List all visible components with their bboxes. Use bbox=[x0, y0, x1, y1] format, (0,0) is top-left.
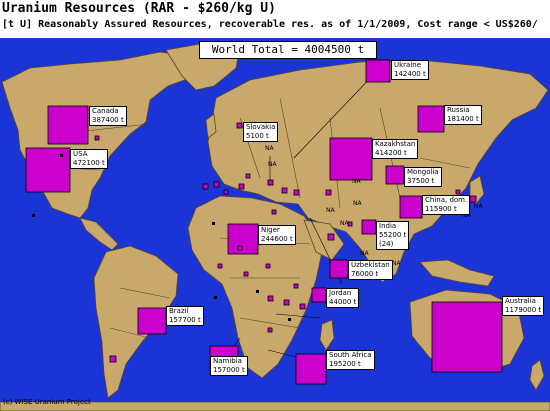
marker-slovakia bbox=[236, 122, 243, 129]
label-extra: (24) bbox=[379, 240, 394, 248]
marker-south-africa bbox=[295, 353, 327, 385]
label-value: 5100 t bbox=[246, 132, 269, 140]
marker-australia bbox=[431, 301, 503, 373]
label-slovakia: Slovakia 5100 t bbox=[243, 122, 279, 142]
label-value: 37500 t bbox=[407, 177, 435, 185]
marker-canada bbox=[47, 105, 89, 145]
label-value: 142400 t bbox=[394, 70, 426, 78]
na-label: NA bbox=[352, 178, 361, 185]
na-label: NA bbox=[392, 260, 401, 267]
na-label: NA bbox=[474, 203, 483, 210]
label-name: Mongolia bbox=[407, 168, 439, 176]
new-zealand bbox=[529, 359, 545, 391]
madagascar bbox=[319, 319, 335, 351]
label-name: USA bbox=[73, 150, 88, 158]
marker-russia bbox=[417, 105, 445, 133]
marker-niger bbox=[227, 223, 259, 255]
label-value: 1179000 t bbox=[505, 306, 542, 314]
marker-brazil bbox=[137, 307, 167, 335]
arabia bbox=[303, 219, 345, 261]
label-russia: Russia 181400 t bbox=[444, 105, 482, 125]
world-total: World Total = 4004500 t bbox=[199, 41, 377, 59]
marker-ukraine bbox=[365, 59, 391, 83]
label-value: 181400 t bbox=[447, 115, 479, 123]
marker-jordan bbox=[311, 287, 327, 303]
marker-uzbekistan bbox=[329, 259, 349, 279]
header: Uranium Resources (RAR - $260/kg U) [t U… bbox=[0, 0, 550, 38]
na-label: NA bbox=[340, 220, 349, 227]
label-name: Brazil bbox=[169, 307, 189, 315]
label-name: Uzbekistan bbox=[351, 261, 390, 269]
map-title: Uranium Resources (RAR - $260/kg U) bbox=[2, 1, 276, 16]
label-value: 195200 t bbox=[329, 360, 361, 368]
antarctica bbox=[0, 401, 550, 411]
label-value: 44000 t bbox=[329, 298, 357, 306]
label-brazil: Brazil 157700 t bbox=[166, 306, 204, 326]
label-value: 76000 t bbox=[351, 270, 379, 278]
label-name: China, dom. bbox=[425, 196, 468, 204]
leader-lines bbox=[213, 71, 377, 373]
label-name: South Africa bbox=[329, 351, 372, 359]
label-kazakhstan: Kazakhstan 414200 t bbox=[372, 139, 419, 159]
marker-mongolia bbox=[385, 165, 405, 185]
copyright: (c) WISE Uranium Project bbox=[3, 398, 91, 406]
label-name: Niger bbox=[261, 226, 280, 234]
label-china: China, dom. 115900 t bbox=[422, 195, 471, 215]
central-america bbox=[79, 217, 119, 251]
label-namibia: Namibia 157000 t bbox=[210, 356, 248, 376]
na-label: NA bbox=[268, 161, 277, 168]
label-value: 244600 t bbox=[261, 235, 293, 243]
label-canada: Canada 387400 t bbox=[89, 106, 127, 126]
label-jordan: Jordan 44000 t bbox=[326, 288, 360, 308]
label-india: India 55200 t (24) bbox=[376, 221, 410, 250]
label-ukraine: Ukraine 142400 t bbox=[391, 60, 429, 80]
label-value: 472100 t bbox=[73, 159, 105, 167]
na-label: NA bbox=[462, 212, 471, 219]
label-south-africa: South Africa 195200 t bbox=[326, 350, 375, 370]
map-subtitle: [t U] Reasonably Assured Resources, reco… bbox=[2, 19, 538, 30]
uk bbox=[205, 113, 217, 139]
label-value: 55200 t bbox=[379, 231, 407, 239]
label-name: Kazakhstan bbox=[375, 140, 416, 148]
label-name: Slovakia bbox=[246, 123, 276, 131]
label-value: 414200 t bbox=[375, 149, 407, 157]
label-name: Russia bbox=[447, 106, 470, 114]
label-uzbekistan: Uzbekistan 76000 t bbox=[348, 260, 393, 280]
label-australia: Australia 1179000 t bbox=[502, 296, 545, 316]
na-label: NA bbox=[326, 207, 335, 214]
label-name: Jordan bbox=[329, 289, 352, 297]
label-usa: USA 472100 t bbox=[70, 149, 108, 169]
label-name: Australia bbox=[505, 297, 536, 305]
na-label: NA bbox=[265, 145, 274, 152]
label-value: 115900 t bbox=[425, 205, 457, 213]
label-value: 387400 t bbox=[92, 116, 124, 124]
label-value: 157700 t bbox=[169, 316, 201, 324]
na-label: NA bbox=[353, 200, 362, 207]
na-label: NA bbox=[360, 250, 369, 257]
label-name: India bbox=[379, 222, 397, 230]
label-name: Namibia bbox=[213, 357, 242, 365]
label-value: 157000 t bbox=[213, 366, 245, 374]
label-name: Ukraine bbox=[394, 61, 422, 69]
marker-india bbox=[361, 219, 377, 235]
label-name: Canada bbox=[92, 107, 119, 115]
indonesia bbox=[419, 259, 495, 287]
marker-usa bbox=[25, 147, 71, 193]
label-niger: Niger 244600 t bbox=[258, 225, 296, 245]
marker-kazakhstan bbox=[329, 137, 373, 181]
label-mongolia: Mongolia 37500 t bbox=[404, 167, 442, 187]
marker-china bbox=[399, 195, 423, 219]
